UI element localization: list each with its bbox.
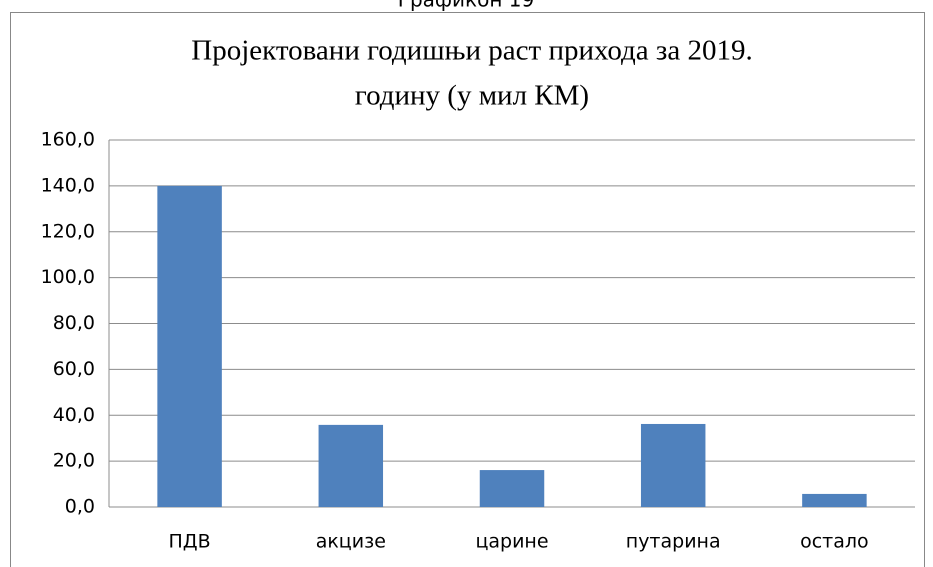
- y-tick-label: 100,0: [41, 266, 95, 288]
- y-tick-label: 0,0: [65, 496, 95, 518]
- y-tick-label: 20,0: [53, 450, 95, 472]
- bar: [318, 424, 384, 507]
- x-tick-label: остало: [800, 531, 869, 553]
- y-tick-label: 60,0: [53, 358, 95, 380]
- x-tick-label: акцизе: [316, 531, 386, 553]
- x-tick-label: царине: [475, 531, 548, 553]
- bar: [479, 470, 545, 507]
- chart-title: Пројектовани годишњи раст прихода за 201…: [191, 35, 753, 67]
- y-tick-label: 120,0: [41, 220, 95, 242]
- y-tick-label: 160,0: [41, 129, 95, 151]
- y-tick-label: 140,0: [41, 174, 95, 196]
- bar: [640, 423, 706, 507]
- chart-title: годину (у мил КМ): [355, 80, 589, 112]
- caption: Графикон 19: [398, 0, 534, 12]
- bar: [157, 185, 222, 507]
- x-tick-label: путарина: [626, 531, 721, 553]
- y-tick-label: 80,0: [53, 312, 95, 334]
- y-tick-label: 40,0: [53, 404, 95, 426]
- bar: [802, 493, 867, 507]
- x-tick-label: ПДВ: [169, 531, 211, 553]
